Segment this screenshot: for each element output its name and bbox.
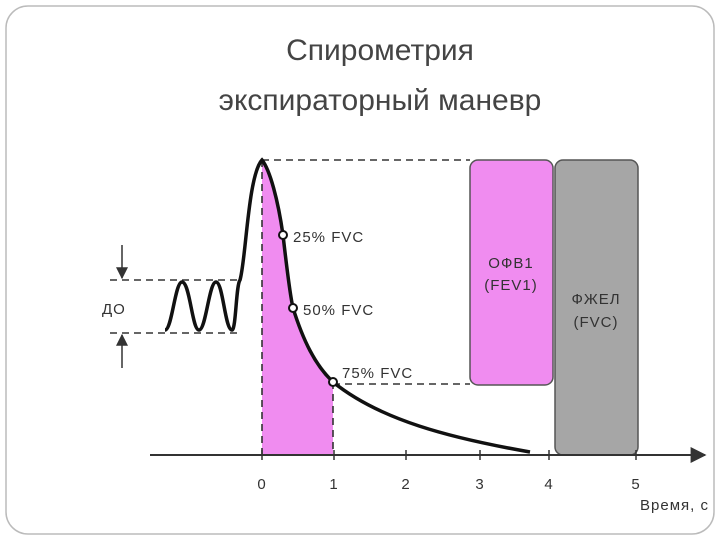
title-line: экспираторный маневр [219,84,542,117]
box-label: ФЖЕЛ [571,291,620,308]
slide-frame [5,5,715,535]
tick-label: 1 [329,476,338,493]
curve-point [328,377,338,387]
box-label: (FVC) [574,314,619,331]
tick-label: 5 [631,476,640,493]
curve-label: 50% FVC [303,302,374,319]
tick-label: 3 [475,476,484,493]
curve-label: 25% FVC [293,229,364,246]
spirometry-curve [163,157,531,454]
tick-label: 4 [544,476,553,493]
curve-label: 75% FVC [342,365,413,382]
fev1-box [469,159,554,386]
tick-label: 0 [257,476,266,493]
box-label: ОФВ1 [488,255,533,272]
box-label: (FEV1) [484,277,538,294]
axis-label: Время, с [640,497,709,514]
title-line: Спирометрия [286,34,474,67]
tick-label: 2 [401,476,410,493]
curve-point [278,230,288,240]
curve-point [288,303,298,313]
tidal-label: ДО [102,301,126,318]
